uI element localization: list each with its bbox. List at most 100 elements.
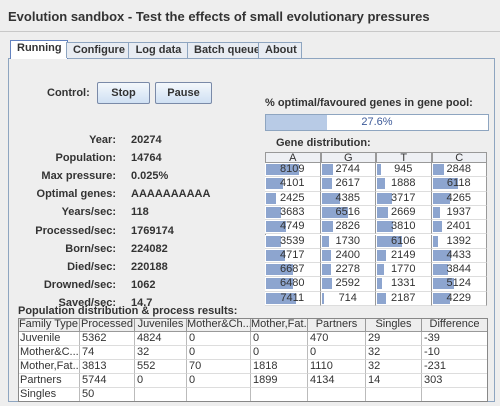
- gene-bar: [321, 278, 333, 290]
- gene-cell: 4101: [265, 177, 321, 192]
- gene-bar: [432, 292, 450, 304]
- tab[interactable]: Log data: [128, 42, 189, 58]
- gene-value: 1392: [446, 234, 471, 247]
- table-cell: 0: [187, 332, 251, 346]
- gene-cell: 2669: [376, 205, 432, 221]
- gene-cell: 3717: [376, 191, 432, 206]
- button[interactable]: Stop: [97, 82, 150, 104]
- gene-column-header: A: [265, 152, 321, 163]
- table-cell: 0: [187, 374, 251, 388]
- table-header: Partners: [308, 318, 366, 332]
- gene-value: 1888: [391, 177, 416, 190]
- gene-value: 8109: [280, 163, 305, 175]
- gene-bar: [321, 264, 331, 276]
- gene-bar: [321, 249, 332, 261]
- gene-cell: 3539: [265, 234, 321, 249]
- gene-value: 2826: [335, 220, 360, 233]
- gene-cell: 8109: [265, 163, 321, 178]
- table-cell: 470: [308, 332, 366, 346]
- gene-cell: 2592: [320, 277, 376, 292]
- table-header: Juveniles: [135, 318, 187, 332]
- tab[interactable]: Batch queue: [187, 42, 260, 58]
- gene-bar: [377, 178, 385, 190]
- stat-value: 14764: [131, 152, 162, 164]
- gene-cell: 6516: [320, 205, 376, 221]
- table-header: Processed: [80, 318, 135, 332]
- gene-value: 2187: [391, 291, 416, 304]
- gene-bar: [377, 192, 393, 204]
- progress-fill: [266, 115, 328, 130]
- gene-bar: [266, 278, 293, 290]
- gene-cell: 3810: [376, 220, 432, 235]
- gene-bar: [377, 249, 386, 261]
- gene-bar: [321, 206, 349, 218]
- gene-value: 6687: [280, 263, 305, 276]
- tab[interactable]: Configure: [66, 42, 130, 58]
- gene-cell: 3683: [265, 205, 321, 221]
- gene-bar: [377, 292, 386, 304]
- gene-bar: [266, 264, 294, 276]
- gene-column-header: G: [320, 152, 376, 163]
- gene-bar: [321, 292, 325, 304]
- gene-bar: [266, 235, 281, 247]
- gene-cell: 2744: [320, 163, 376, 178]
- table-header: Mother,Fat...: [251, 318, 308, 332]
- gene-value: 3844: [446, 263, 471, 276]
- optimal-title: % optimal/favoured genes in gene pool:: [265, 97, 473, 109]
- stat-label: Saved/sec:: [58, 297, 116, 309]
- gene-bar: [266, 178, 283, 190]
- gene-bar: [266, 249, 286, 261]
- gene-cell: 714: [320, 291, 376, 306]
- gene-cell: 2826: [320, 220, 376, 235]
- gene-cell: 4229: [431, 291, 487, 306]
- gene-value: 5124: [446, 277, 471, 290]
- table-cell: 70: [187, 360, 251, 374]
- gene-value: 1770: [391, 263, 416, 276]
- tab[interactable]: About: [258, 42, 302, 58]
- gene-cell: 4433: [431, 248, 487, 264]
- gene-bar: [266, 206, 282, 218]
- gene-value: 6480: [280, 277, 305, 290]
- gene-value: 4101: [280, 177, 305, 190]
- table-cell: 0: [187, 346, 251, 360]
- table-cell: Mother,Fat...: [18, 360, 80, 374]
- gene-value: 2848: [446, 163, 471, 175]
- gene-cell: 2401: [431, 220, 487, 235]
- gene-value: 4229: [446, 291, 471, 304]
- table-cell: 552: [135, 360, 187, 374]
- genes-title: Gene distribution:: [276, 137, 371, 149]
- stat-label: Died/sec:: [67, 261, 116, 273]
- stat-value: 14.7: [131, 297, 153, 309]
- gene-cell: 1331: [376, 277, 432, 292]
- gene-cell: 2187: [376, 291, 432, 306]
- tab[interactable]: Running: [10, 40, 68, 59]
- table-cell: [251, 388, 308, 402]
- gene-bar: [432, 264, 449, 276]
- table-cell: Singles: [18, 388, 80, 402]
- gene-cell: 2617: [320, 177, 376, 192]
- stat-label: Years/sec:: [61, 206, 116, 218]
- table-cell: 4824: [135, 332, 187, 346]
- table-title: Population distribution & process result…: [18, 305, 238, 317]
- gene-cell: 2425: [265, 191, 321, 206]
- gene-value: 4385: [335, 191, 360, 204]
- gene-value: 3539: [280, 234, 305, 247]
- table-cell: 1818: [251, 360, 308, 374]
- table-cell: Mother&C...: [18, 346, 80, 360]
- table-cell: 32: [135, 346, 187, 360]
- gene-bar: [321, 178, 333, 190]
- gene-bar: [377, 221, 393, 233]
- gene-value: 3810: [391, 220, 416, 233]
- gene-value: 2401: [446, 220, 471, 233]
- button[interactable]: Pause: [155, 82, 212, 104]
- gene-cell: 2400: [320, 248, 376, 264]
- gene-cell: 6118: [431, 177, 487, 192]
- gene-value: 1730: [335, 234, 360, 247]
- table-cell: 5362: [80, 332, 135, 346]
- stat-value: 1769174: [131, 225, 174, 237]
- gene-value: 4717: [280, 248, 305, 261]
- table-header: Mother&Ch...: [187, 318, 251, 332]
- gene-value: 2669: [391, 205, 416, 218]
- stat-value: 0.025%: [131, 170, 169, 182]
